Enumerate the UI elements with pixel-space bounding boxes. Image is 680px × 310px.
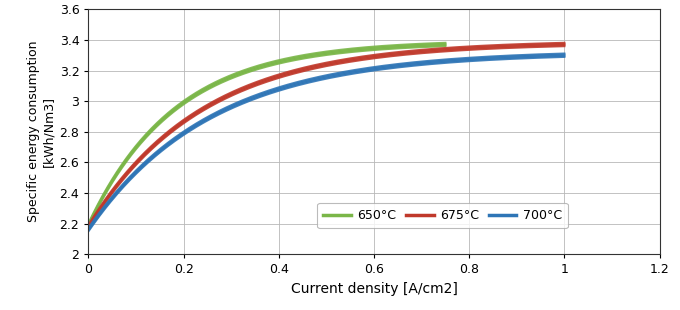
- Legend: 650°C, 675°C, 700°C: 650°C, 675°C, 700°C: [317, 203, 568, 228]
- Y-axis label: Specific energy consumption
[kWh/Nm3]: Specific energy consumption [kWh/Nm3]: [27, 41, 55, 223]
- X-axis label: Current density [A/cm2]: Current density [A/cm2]: [290, 282, 458, 296]
